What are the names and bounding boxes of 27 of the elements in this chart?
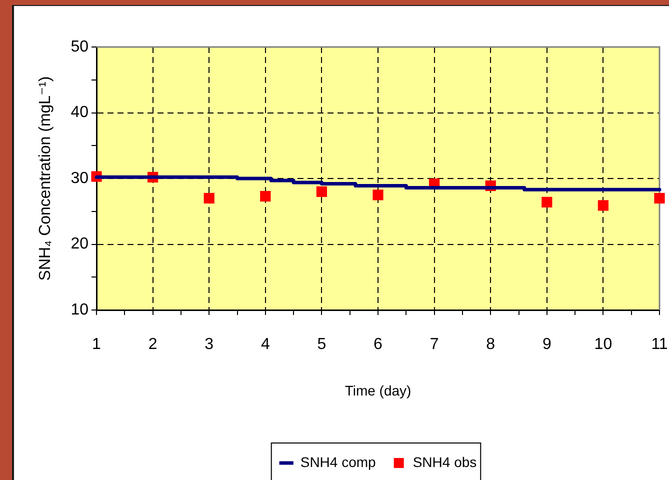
point — [598, 200, 609, 211]
x-tick-label: 9 — [542, 336, 552, 354]
x-tick-label: 6 — [374, 336, 383, 354]
x-tick-label: 7 — [430, 336, 439, 354]
x-tick-label: 11 — [651, 336, 668, 354]
point — [372, 190, 384, 200]
x-tick-label: 5 — [317, 336, 326, 354]
y-tick-label: 40 — [70, 104, 89, 122]
point — [654, 192, 665, 204]
legend-label: SNH4 obs — [412, 454, 477, 470]
y-tick-label: 20 — [70, 236, 89, 253]
x-tick-label: 8 — [486, 336, 496, 354]
y-axis-title: SNH₄ Concentration (mgL⁻¹) — [37, 76, 54, 281]
x-tick-label: 3 — [204, 336, 214, 354]
point — [542, 196, 552, 208]
point — [260, 190, 271, 202]
y-tick-label: 10 — [70, 301, 89, 318]
point — [204, 192, 214, 204]
x-tick-label: 4 — [260, 336, 270, 354]
y-tick-label: 30 — [70, 170, 89, 187]
legend-label: SNH4 comp — [300, 454, 376, 470]
point — [316, 186, 328, 197]
x-tick-label: 10 — [594, 336, 612, 354]
x-tick-label: 1 — [92, 336, 102, 354]
x-tick-label: 2 — [148, 336, 158, 354]
x-axis-title: Time (day) — [344, 382, 412, 398]
y-tick-label: 50 — [70, 38, 89, 56]
